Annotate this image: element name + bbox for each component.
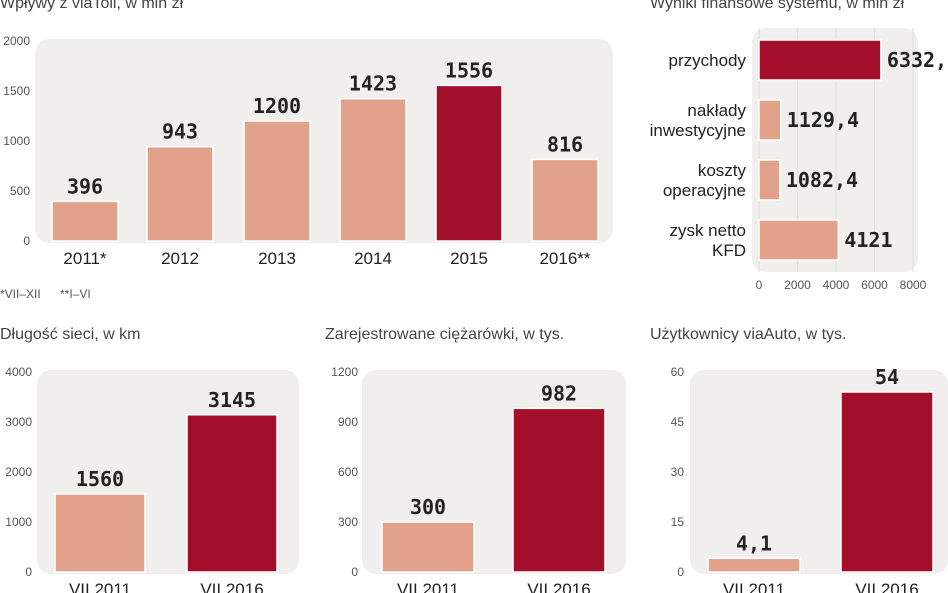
chart1-value-label: 943: [162, 120, 198, 144]
chart3-bar: [186, 414, 278, 573]
chart2-xtick: 6000: [861, 278, 888, 292]
chart5-ytick: 60: [671, 365, 685, 379]
chart2-category-label: koszty: [698, 161, 747, 180]
chart2-value-label: 6332,9: [887, 48, 948, 72]
chart2-bar: [758, 39, 882, 81]
chart1-ytick: 1000: [3, 134, 30, 148]
chart4-bar: [381, 521, 475, 573]
chart3-value-label: 3145: [208, 388, 256, 412]
chart4-value-label: 982: [541, 381, 577, 405]
chart1-category-label: 2013: [258, 249, 296, 268]
chart5-category-label: VII 2016: [855, 580, 918, 593]
chart5-ytick: 0: [677, 565, 684, 579]
chart5-bar: [840, 391, 934, 573]
chart1-panel: [35, 39, 613, 243]
chart1-title: Wpływy z viaToll, w mln zł: [0, 0, 184, 12]
chart3-bar: [54, 493, 146, 573]
chart5-ytick: 45: [671, 415, 685, 429]
chart3-ytick: 0: [25, 565, 32, 579]
chart2-xtick: 0: [756, 278, 763, 292]
chart1-ytick: 500: [10, 184, 30, 198]
chart1-value-label: 396: [67, 174, 103, 198]
chart2-value-label: 1082,4: [786, 168, 858, 192]
chart2-title: Wyniki finansowe systemu, w mln zł: [650, 0, 905, 12]
chart2-xtick: 2000: [784, 278, 811, 292]
chart1-category-label: 2015: [450, 249, 488, 268]
chart5-value-label: 4,1: [736, 531, 772, 555]
chart5-value-label: 54: [875, 365, 899, 389]
chart5-bar: [707, 557, 801, 573]
chart3-ytick: 2000: [5, 465, 32, 479]
chart4-ytick: 0: [351, 565, 358, 579]
chart4-ytick: 900: [338, 415, 358, 429]
chart3-ytick: 1000: [5, 515, 32, 529]
chart2-xtick: 8000: [900, 278, 927, 292]
chart1-value-label: 1556: [445, 58, 493, 82]
chart1-ytick: 0: [23, 234, 30, 248]
chart2-panel: [752, 28, 918, 272]
chart1-value-label: 1200: [253, 94, 301, 118]
chart2-value-label: 1129,4: [787, 108, 859, 132]
chart1-value-label: 816: [547, 132, 583, 156]
chart1-bar: [51, 200, 119, 242]
chart4-title: Zarejestrowane ciężarówki, w tys.: [325, 326, 564, 343]
chart5-ytick: 15: [671, 515, 685, 529]
chart4-ytick: 300: [338, 515, 358, 529]
chart1-value-label: 1423: [349, 72, 397, 96]
chart3-ytick: 4000: [5, 365, 32, 379]
chart4-category-label: VII 2016: [527, 580, 590, 593]
chart2-value-label: 4121: [844, 228, 892, 252]
chart4-ytick: 1200: [331, 365, 358, 379]
chart1-category-label: 2012: [161, 249, 199, 268]
chart2-category-label: KFD: [712, 241, 746, 260]
chart1-bar: [531, 158, 599, 242]
chart2-category-label: przychody: [669, 51, 747, 70]
chart5-title: Użytkownicy viaAuto, w tys.: [650, 326, 847, 343]
chart3-category-label: VII 2016: [200, 580, 263, 593]
chart1-ytick: 2000: [3, 34, 30, 48]
chart5-ytick: 30: [671, 465, 685, 479]
footnote-1: *VII–XII: [0, 287, 41, 301]
chart2-category-label: zysk netto: [669, 221, 746, 240]
chart1-bar: [243, 120, 311, 242]
chart4-category-label: VII 2011: [397, 580, 459, 593]
chart2-bar: [758, 159, 781, 201]
footnote-2: **I–VI: [60, 287, 91, 301]
chart4-bar: [512, 407, 606, 573]
chart1-category-label: 2016**: [539, 249, 590, 268]
chart1-category-label: 2011*: [63, 249, 107, 268]
chart2-category-label: nakłady: [687, 101, 746, 120]
chart5-category-label: VII 2011: [723, 580, 785, 593]
chart2-xtick: 4000: [823, 278, 850, 292]
chart2-category-label: operacyjne: [663, 181, 746, 200]
chart1-ytick: 1500: [3, 84, 30, 98]
chart1-bar: [435, 84, 503, 242]
chart1-bar: [146, 145, 214, 242]
chart4-ytick: 600: [338, 465, 358, 479]
chart4-value-label: 300: [410, 495, 446, 519]
chart1-category-label: 2014: [354, 249, 392, 268]
chart2-bar: [758, 219, 840, 261]
chart2-category-label: inwestycyjne: [650, 121, 746, 140]
chart3-title: Długość sieci, w km: [0, 326, 140, 343]
chart2-bar: [758, 99, 782, 141]
chart3-value-label: 1560: [76, 467, 124, 491]
chart3-ytick: 3000: [5, 415, 32, 429]
chart3-category-label: VII 2011: [69, 580, 131, 593]
chart1-bar: [339, 97, 407, 242]
